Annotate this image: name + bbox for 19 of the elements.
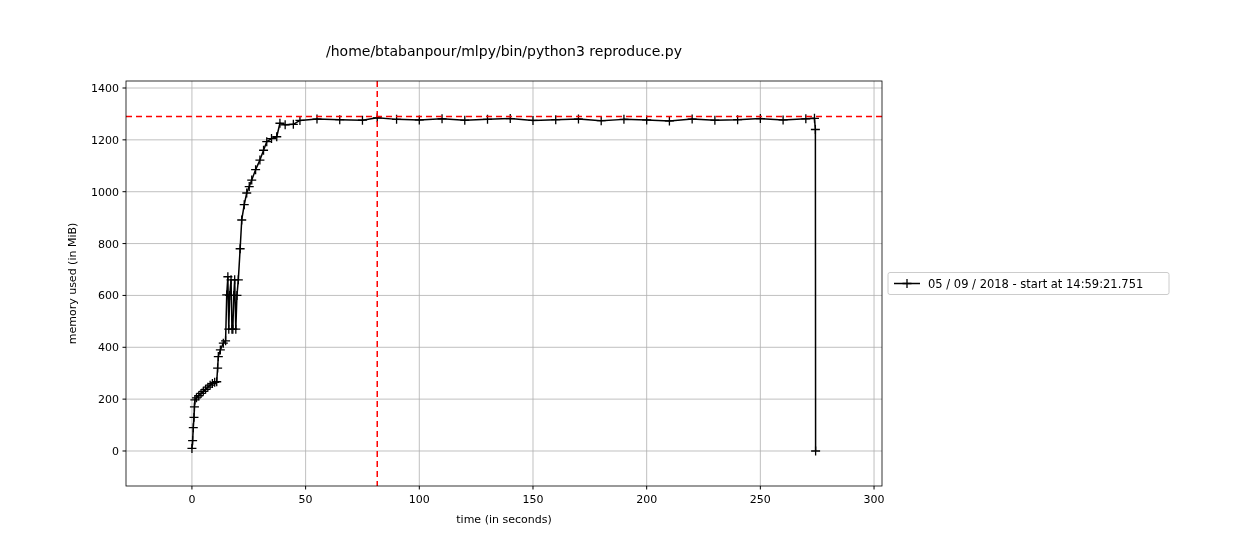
x-tick-label: 200 [636,493,658,506]
x-tick-label: 250 [749,493,771,506]
y-tick-label: 400 [98,341,119,355]
y-tick-label: 0 [112,445,119,458]
x-tick-label: 100 [408,493,430,506]
y-tick-label: 1200 [91,133,119,147]
x-tick-label: 50 [298,493,313,506]
x-tick-label: 300 [863,493,885,506]
y-axis-title: memory used (in MiB) [66,222,79,345]
x-axis-title: time (in seconds) [456,513,552,526]
x-tick-label: 0 [188,493,196,506]
chart-title: /home/btabanpour/mlpy/bin/python3 reproduce.py [326,43,682,59]
y-tick-label: 200 [98,393,119,407]
y-tick-label: 600 [98,289,119,303]
y-tick-label: 800 [98,237,119,251]
x-tick-label: 150 [522,493,544,506]
legend-label: 05 / 09 / 2018 - start at 14:59:21.751 [928,276,1144,291]
y-tick-label: 1000 [91,185,119,199]
y-tick-label: 1400 [91,82,119,95]
